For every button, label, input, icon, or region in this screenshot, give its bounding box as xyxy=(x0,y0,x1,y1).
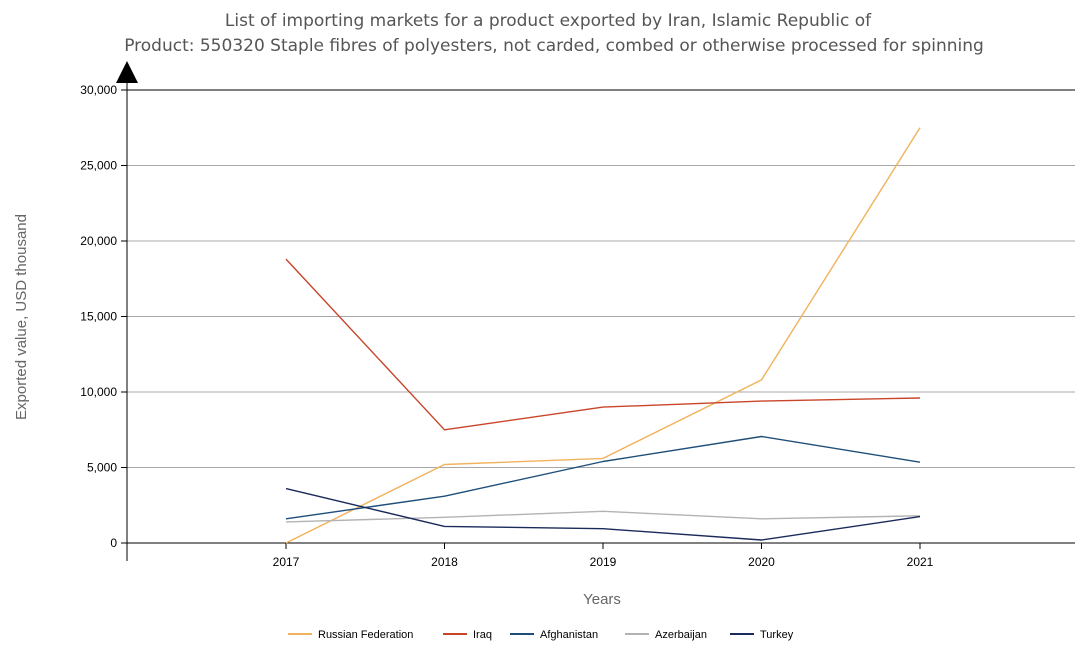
y-axis-label: Exported value, USD thousand xyxy=(13,214,30,420)
x-axis-ticks: 2017 2018 2019 2020 2021 xyxy=(273,543,934,569)
gridlines xyxy=(127,89,1075,468)
legend-label: Afghanistan xyxy=(540,629,598,641)
x-axis-label: Years xyxy=(583,591,621,608)
chart-subtitle: Product: 550320 Staple fibres of polyest… xyxy=(124,36,984,56)
series-line-azerbaijan xyxy=(285,510,921,523)
series-line-turkey xyxy=(285,487,921,541)
series-line-iraq xyxy=(285,258,921,431)
x-tick-label: 2017 xyxy=(273,555,300,569)
y-tick-label: 0 xyxy=(110,536,117,550)
x-tick-label: 2018 xyxy=(431,555,458,569)
y-axis-ticks: 0 5,000 10,000 15,000 20,000 25,000 30,000 xyxy=(80,83,127,550)
chart-title: List of importing markets for a product … xyxy=(225,11,872,31)
legend-label: Iraq xyxy=(473,629,492,641)
y-tick-label: 20,000 xyxy=(80,234,117,248)
series-line-russian-federation xyxy=(285,127,921,544)
series-lines xyxy=(285,127,921,544)
y-tick-label: 30,000 xyxy=(80,83,117,97)
x-tick-label: 2021 xyxy=(907,555,934,569)
y-tick-label: 25,000 xyxy=(80,159,117,173)
legend: Russian Federation Iraq Afghanistan Azerbai… xyxy=(288,629,794,641)
legend-label: Turkey xyxy=(760,629,794,641)
x-tick-label: 2020 xyxy=(748,555,775,569)
legend-label: Russian Federation xyxy=(318,629,413,641)
y-tick-label: 15,000 xyxy=(80,310,117,324)
x-tick-label: 2019 xyxy=(590,555,617,569)
y-tick-label: 10,000 xyxy=(80,385,117,399)
y-axis-arrow xyxy=(116,61,138,83)
y-tick-label: 5,000 xyxy=(87,461,117,475)
series-line-afghanistan xyxy=(285,435,921,520)
legend-label: Azerbaijan xyxy=(655,629,707,641)
axes xyxy=(116,61,1075,561)
